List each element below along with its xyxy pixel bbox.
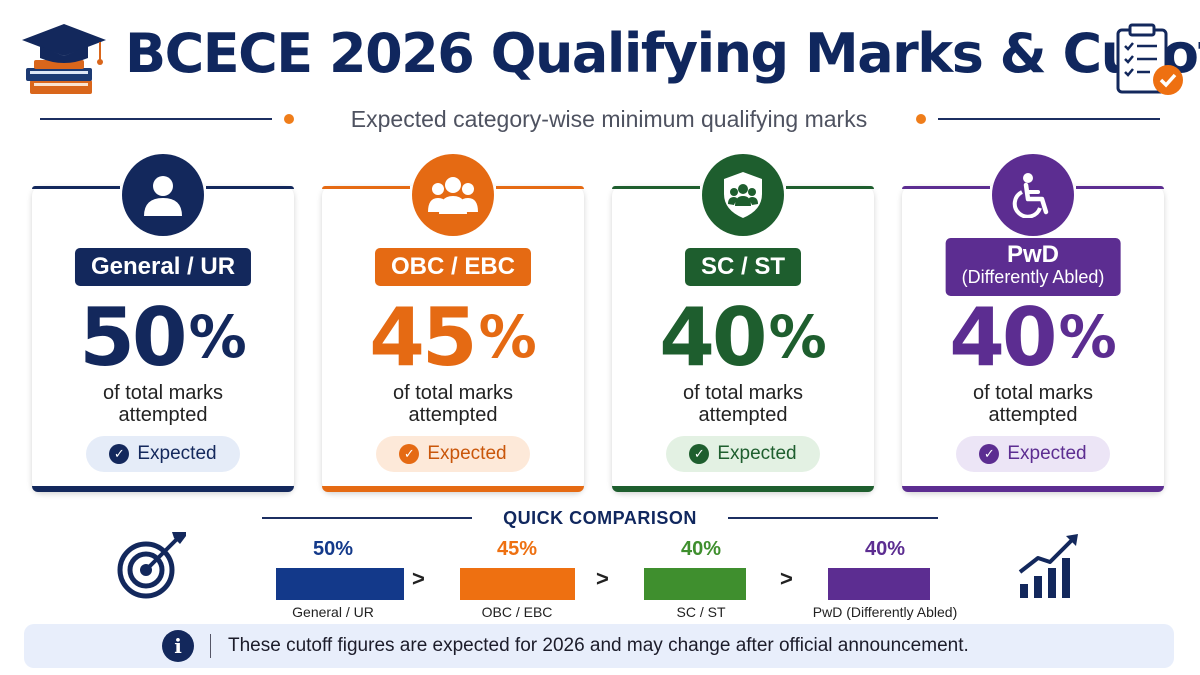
card-general-ur: General / UR 50% of total marks attempted…	[32, 154, 294, 492]
comparison-label: General / UR	[292, 604, 374, 620]
comparison-bar	[828, 568, 930, 600]
badge-label: Expected	[137, 443, 217, 464]
shield-group-icon	[702, 154, 784, 236]
check-icon: ✓	[399, 444, 420, 464]
greater-than-separator: >	[780, 566, 793, 591]
card-topline	[1076, 186, 1164, 189]
percent-description: of total marks attempted	[972, 382, 1094, 426]
comparison-item: 50% General / UR	[248, 538, 418, 624]
quick-comparison-title: QUICK COMPARISON	[503, 508, 697, 528]
divider-dot-right	[916, 114, 926, 124]
separator	[210, 634, 211, 658]
percent-value: 40%	[949, 291, 1117, 384]
divider-left	[262, 517, 472, 519]
greater-than-separator: >	[412, 566, 425, 591]
card-topline	[496, 186, 584, 189]
card-sc-st: SC / ST 40% of total marks attempted ✓ Ex…	[612, 154, 874, 492]
comparison-item: 45% OBC / EBC	[432, 538, 602, 624]
growth-chart-icon	[1016, 532, 1084, 600]
percent-value: 45%	[369, 291, 537, 384]
card-topline	[206, 186, 294, 189]
card-topline	[786, 186, 874, 189]
card-topline	[902, 186, 990, 189]
quick-comparison-header: QUICK COMPARISON	[262, 506, 938, 530]
comparison-item: 40% SC / ST	[616, 538, 786, 624]
expected-badge: ✓ Expected	[956, 436, 1110, 472]
comparison-value: 40%	[680, 538, 722, 560]
disclaimer-note: i These cutoff figures are expected for …	[24, 624, 1174, 668]
divider-right	[938, 118, 1160, 120]
check-icon: ✓	[109, 444, 130, 464]
card-bottom-accent	[322, 486, 584, 492]
target-icon	[112, 528, 192, 600]
comparison-value: 45%	[496, 538, 538, 560]
badge-label: Expected	[427, 443, 507, 464]
divider-dot-left	[284, 114, 294, 124]
expected-badge: ✓ Expected	[376, 436, 530, 472]
card-topline	[32, 186, 120, 189]
comparison-bar	[460, 568, 575, 600]
percent-description: of total marks attempted	[102, 382, 224, 426]
category-tag: SC / ST	[684, 248, 802, 286]
disclaimer-text: These cutoff figures are expected for 20…	[228, 635, 969, 656]
comparison-item: 40% PwD (Differently Abled)	[800, 538, 970, 624]
card-bottom-accent	[612, 486, 874, 492]
page-title: BCECE 2026 Qualifying Marks & Cutoff	[125, 22, 1200, 85]
category-tag: General / UR	[74, 248, 252, 286]
card-bottom-accent	[902, 486, 1164, 492]
expected-badge: ✓ Expected	[86, 436, 240, 472]
info-icon: i	[162, 630, 194, 662]
comparison-bar	[644, 568, 746, 600]
card-pwd: PwD (Differently Abled) 40% of total mark…	[902, 154, 1164, 492]
card-bottom-accent	[32, 486, 294, 492]
percent-value: 50%	[79, 291, 247, 384]
comparison-label: SC / ST	[676, 604, 726, 620]
comparison-value: 40%	[864, 538, 906, 560]
group-icon	[412, 154, 494, 236]
badge-label: Expected	[717, 443, 797, 464]
wheelchair-icon	[992, 154, 1074, 236]
percent-value: 40%	[659, 291, 827, 384]
person-icon	[122, 154, 204, 236]
comparison-label: OBC / EBC	[481, 604, 553, 620]
clipboard-checklist-icon	[1112, 22, 1188, 100]
card-topline	[322, 186, 410, 189]
card-topline	[612, 186, 700, 189]
category-tag: PwD (Differently Abled)	[945, 238, 1121, 296]
percent-description: of total marks attempted	[682, 382, 804, 426]
greater-than-separator: >	[596, 566, 609, 591]
expected-badge: ✓ Expected	[666, 436, 820, 472]
card-obc-ebc: OBC / EBC 45% of total marks attempted ✓ …	[322, 154, 584, 492]
subtitle-row: Expected category-wise minimum qualifyin…	[40, 104, 1160, 134]
graduation-cap-icon	[22, 22, 112, 102]
divider-left	[40, 118, 272, 120]
comparison-label: PwD (Differently Abled)	[812, 604, 958, 620]
category-tag: OBC / EBC	[374, 248, 532, 286]
check-icon: ✓	[689, 444, 710, 464]
check-icon: ✓	[979, 444, 1000, 464]
comparison-value: 50%	[312, 538, 354, 560]
badge-label: Expected	[1007, 443, 1087, 464]
comparison-bar	[276, 568, 404, 600]
subtitle: Expected category-wise minimum qualifyin…	[350, 106, 868, 132]
percent-description: of total marks attempted	[392, 382, 514, 426]
divider-right	[728, 517, 938, 519]
